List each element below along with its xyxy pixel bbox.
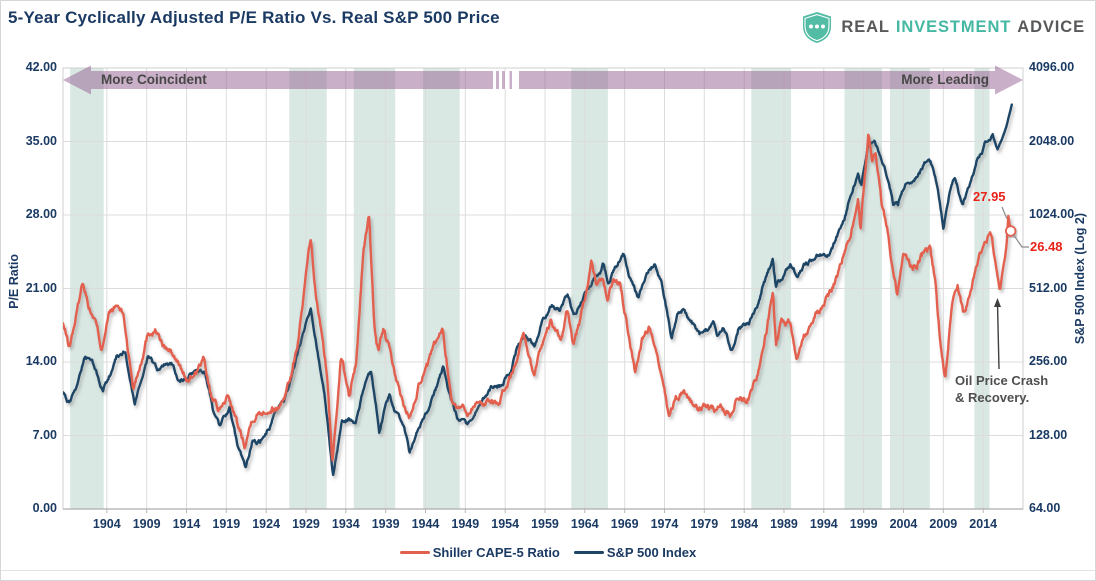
y-left-tick-label: 35.00 bbox=[25, 133, 57, 148]
y-right-tick-label: 1024.00 bbox=[1029, 207, 1075, 221]
y-left-tick-label: 42.00 bbox=[25, 60, 57, 74]
annotation-oil-crash-line1: Oil Price Crash bbox=[955, 373, 1049, 388]
x-axis-tick-label: 1964 bbox=[570, 517, 599, 531]
callout-line-current bbox=[1013, 234, 1029, 248]
x-axis-tick-label: 1954 bbox=[491, 517, 520, 531]
y-left-tick-label: 0.00 bbox=[32, 501, 57, 515]
coincident-leading-arrow bbox=[63, 65, 1023, 95]
legend-label-cape5: Shiller CAPE-5 Ratio bbox=[432, 545, 560, 560]
x-axis-tick-label: 1989 bbox=[770, 517, 798, 531]
series-cape5-line bbox=[63, 133, 1012, 462]
arrow-break-stripe bbox=[512, 70, 519, 90]
x-axis-tick-label: 1919 bbox=[212, 517, 241, 531]
x-axis-tick-label: 2009 bbox=[929, 517, 958, 531]
legend-swatch-sp500 bbox=[573, 550, 604, 555]
logo-word-investment: INVESTMENT bbox=[895, 18, 1012, 36]
legend-item-sp500: S&P 500 Index bbox=[573, 545, 697, 560]
x-axis-tick-label: 1979 bbox=[690, 517, 719, 531]
y-left-tick-label: 14.00 bbox=[25, 354, 57, 368]
y-right-tick-label: 4096.00 bbox=[1029, 60, 1075, 74]
annotation-current-value: 26.48 bbox=[1030, 239, 1063, 254]
series-sp500-line bbox=[63, 103, 1013, 477]
logo-word-advice: ADVICE bbox=[1017, 18, 1085, 36]
y-right-tick-label: 2048.00 bbox=[1029, 133, 1075, 148]
x-axis-ticks bbox=[106, 509, 984, 513]
x-axis-tick-label: 1949 bbox=[451, 517, 480, 531]
arrow-break-stripe bbox=[499, 70, 502, 90]
annotation-oil-crash: Oil Price Crash & Recovery. bbox=[955, 372, 1048, 406]
annotation-oil-crash-line2: & Recovery. bbox=[955, 390, 1030, 405]
shield-icon bbox=[803, 12, 832, 43]
x-axis-tick-label: 1984 bbox=[730, 517, 759, 531]
y-left-tick-label: 7.00 bbox=[32, 427, 57, 442]
legend: Shiller CAPE-5 Ratio S&P 500 Index bbox=[1, 545, 1095, 560]
y-right-tick-label: 256.00 bbox=[1029, 354, 1068, 368]
x-axis-tick-label: 1944 bbox=[411, 517, 440, 531]
x-axis-tick-label: 1929 bbox=[292, 517, 320, 531]
x-axis-tick-label: 2014 bbox=[969, 517, 998, 531]
arrow-break-stripe bbox=[505, 70, 510, 90]
legend-item-cape5: Shiller CAPE-5 Ratio bbox=[399, 545, 560, 560]
y-left-tick-label: 21.00 bbox=[25, 280, 57, 295]
x-axis-tick-label: 1959 bbox=[531, 517, 559, 531]
gridlines bbox=[62, 67, 1024, 510]
callout-line-peak bbox=[1001, 206, 1008, 219]
x-axis-tick-label: 1969 bbox=[610, 517, 639, 531]
logo-word-real: REAL bbox=[841, 18, 890, 36]
x-axis-tick-label: 1939 bbox=[371, 517, 400, 531]
x-axis-tick-label: 1924 bbox=[252, 517, 281, 531]
y-right-tick-label: 64.00 bbox=[1029, 501, 1061, 515]
arrow-break-stripe bbox=[493, 70, 496, 90]
x-axis-tick-label: 1904 bbox=[92, 517, 121, 531]
annotation-peak-value: 27.95 bbox=[973, 189, 1006, 204]
footer-divider bbox=[1, 570, 1095, 571]
x-axis-tick-label: 1914 bbox=[172, 517, 201, 531]
y-right-tick-label: 512.00 bbox=[1029, 280, 1068, 295]
y-right-tick-label: 128.00 bbox=[1029, 427, 1068, 442]
current-value-marker bbox=[1005, 225, 1017, 237]
x-axis-tick-label: 1974 bbox=[650, 517, 679, 531]
legend-swatch-cape5 bbox=[399, 550, 430, 555]
real-investment-advice-logo: REAL INVESTMENT ADVICE bbox=[800, 11, 1085, 44]
oil-crash-arrow bbox=[996, 302, 1000, 370]
x-axis-tick-label: 1999 bbox=[849, 517, 878, 531]
y-left-tick-label: 28.00 bbox=[25, 207, 57, 221]
x-axis-tick-label: 1934 bbox=[331, 517, 360, 531]
banner-label-more-leading: More Leading bbox=[901, 72, 989, 87]
chart-title: 5-Year Cyclically Adjusted P/E Ratio Vs.… bbox=[8, 8, 500, 27]
legend-label-sp500: S&P 500 Index bbox=[606, 545, 697, 560]
x-axis-tick-label: 1909 bbox=[132, 517, 161, 531]
x-axis-tick-label: 2004 bbox=[889, 517, 918, 531]
y-right-axis-title: S&P 500 Index (Log 2) bbox=[1073, 213, 1087, 345]
x-axis-tick-label: 1994 bbox=[809, 517, 838, 531]
oil-crash-arrowhead bbox=[994, 298, 1001, 307]
banner-label-more-coincident: More Coincident bbox=[101, 72, 207, 87]
